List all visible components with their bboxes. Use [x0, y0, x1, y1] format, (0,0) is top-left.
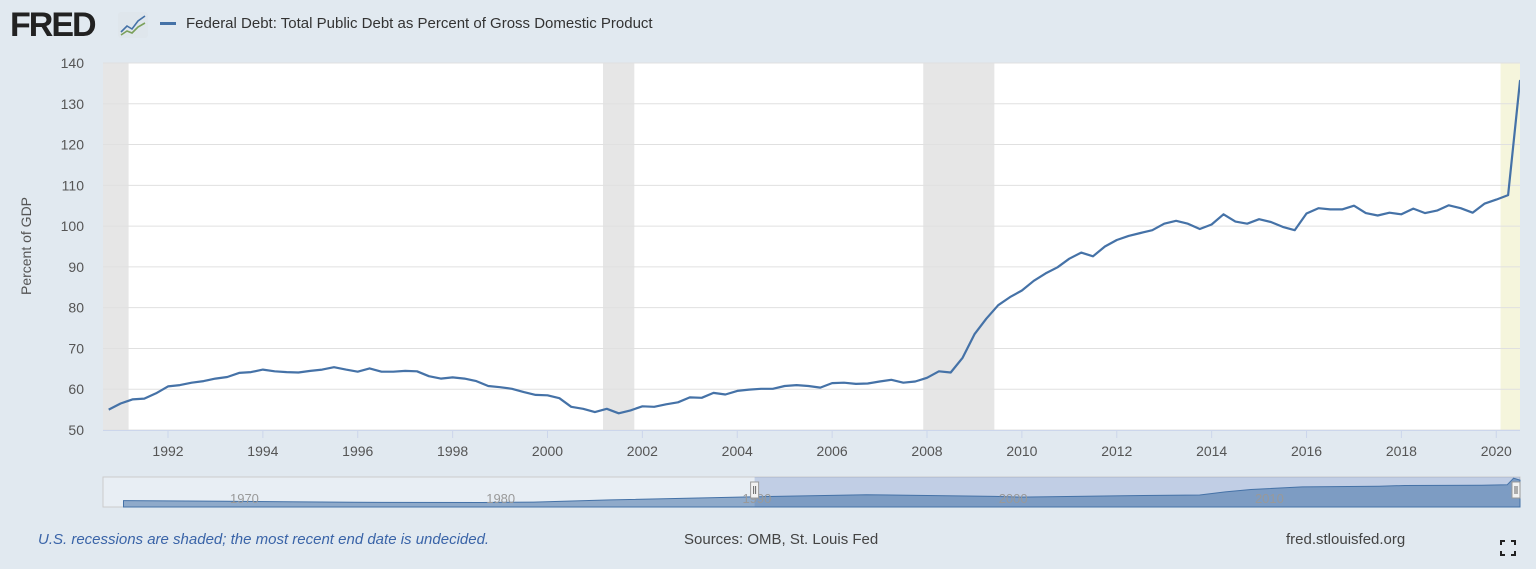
- x-tick-label: 2000: [532, 443, 563, 459]
- fred-url-link[interactable]: fred.stlouisfed.org: [1286, 531, 1406, 548]
- y-tick-label: 70: [68, 340, 84, 356]
- recession-note: U.S. recessions are shaded; the most rec…: [38, 531, 490, 548]
- x-tick-label: 2020: [1481, 443, 1512, 459]
- navigator-tick-label: 1980: [486, 491, 515, 506]
- recession-band-current: [1500, 63, 1520, 430]
- fred-chart-logo-icon: [118, 12, 148, 38]
- x-tick-label: 2018: [1386, 443, 1417, 459]
- navigator-handle-left[interactable]: [750, 481, 760, 499]
- series-line: [108, 79, 1520, 415]
- y-tick-label: 120: [61, 137, 85, 153]
- y-tick-label: 80: [68, 300, 84, 316]
- x-tick-label: 1992: [152, 443, 183, 459]
- chart-legend[interactable]: Federal Debt: Total Public Debt as Perce…: [160, 15, 653, 32]
- y-tick-label: 60: [68, 381, 84, 397]
- navigator-series-area: [122, 477, 1521, 508]
- navigator-handle-right[interactable]: [1511, 481, 1521, 499]
- x-tick-label: 2010: [1006, 443, 1037, 459]
- x-tick-label: 1994: [247, 443, 278, 459]
- y-tick-label: 130: [61, 96, 85, 112]
- y-tick-label: 100: [61, 218, 85, 234]
- recession-band: [603, 63, 635, 430]
- navigator-tick-label: 2000: [999, 491, 1028, 506]
- navigator-tick-label: 2010: [1255, 491, 1284, 506]
- x-tick-label: 2006: [817, 443, 848, 459]
- recession-band: [923, 63, 995, 430]
- range-navigator[interactable]: 19701980199020002010: [102, 476, 1521, 508]
- y-tick-label: 90: [68, 259, 84, 275]
- navigator-tick-label: 1970: [230, 491, 259, 506]
- legend-line-swatch: [160, 22, 176, 25]
- plot-area: [103, 63, 1520, 430]
- fullscreen-icon[interactable]: [1500, 540, 1516, 556]
- x-tick-label: 2012: [1101, 443, 1132, 459]
- x-tick-label: 2014: [1196, 443, 1227, 459]
- y-tick-label: 110: [62, 177, 85, 193]
- sources-text: Sources: OMB, St. Louis Fed: [684, 531, 879, 548]
- x-tick-label: 1996: [342, 443, 373, 459]
- x-tick-label: 2016: [1291, 443, 1322, 459]
- recession-band: [103, 63, 129, 430]
- y-tick-label: 140: [61, 55, 85, 71]
- fred-logo[interactable]: FRED: [10, 6, 97, 44]
- x-tick-label: 2008: [911, 443, 942, 459]
- x-tick-label: 1998: [437, 443, 468, 459]
- y-axis-label: Percent of GDP: [18, 197, 34, 295]
- y-tick-label: 50: [68, 422, 84, 438]
- legend-label: Federal Debt: Total Public Debt as Perce…: [186, 15, 653, 32]
- x-tick-label: 2004: [722, 443, 753, 459]
- x-tick-label: 2002: [627, 443, 658, 459]
